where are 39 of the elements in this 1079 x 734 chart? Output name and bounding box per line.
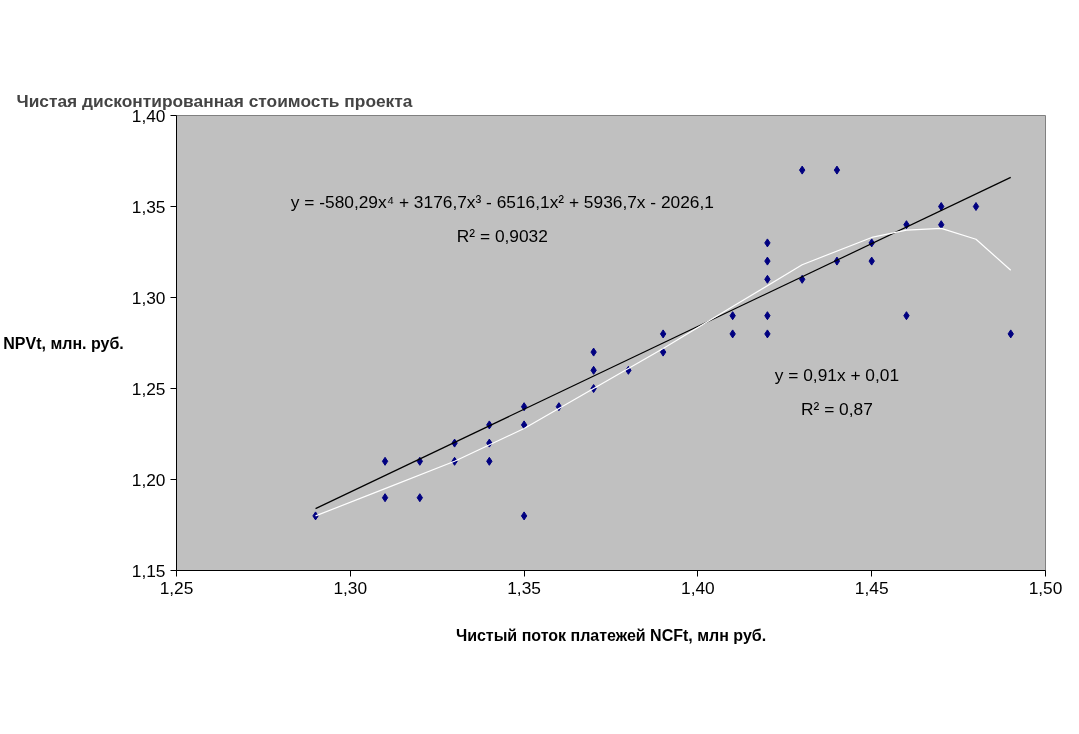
point (868, 256, 875, 266)
y-tick-label: 1,25 (131, 378, 166, 399)
annotation: R² = 0,9032 (456, 226, 548, 247)
y-tick-label: 1,35 (131, 196, 166, 217)
point (729, 329, 736, 339)
y-axis-title: NPVt, млн. руб. (3, 334, 124, 352)
point (486, 456, 493, 466)
y-tick-label: 1,20 (131, 469, 166, 490)
point (903, 311, 910, 321)
point (520, 511, 528, 521)
point (799, 165, 806, 175)
point (764, 274, 771, 284)
point (520, 420, 528, 430)
point (972, 202, 980, 211)
point (659, 329, 667, 339)
point (1007, 329, 1014, 339)
point (416, 493, 423, 503)
x-tick-label: 1,50 (1028, 577, 1063, 598)
y-tick-label: 1,30 (131, 287, 166, 308)
annotation: R² = 0,87 (801, 398, 873, 419)
x-axis-title: Чистый поток платежей NCFt, млн руб. (455, 626, 767, 644)
x-tick-label: 1,35 (507, 577, 541, 598)
point (764, 329, 771, 339)
annotation: y = 0,91x + 0,01 (774, 364, 900, 385)
x-tick-label: 1,40 (681, 577, 715, 598)
point (938, 202, 945, 211)
x-tick-label: 1,45 (854, 577, 889, 598)
point (381, 493, 389, 503)
point (833, 165, 841, 175)
point (729, 311, 736, 321)
annotation: y = -580,29x⁴ + 3176,7x³ - 6516,1x² + 5936,7x - 2026,1 (290, 191, 714, 212)
x-tick-label: 1,30 (333, 577, 368, 598)
point (381, 456, 389, 466)
point (659, 347, 667, 357)
point (764, 311, 771, 321)
point (590, 347, 597, 357)
point (764, 256, 771, 266)
point (590, 365, 597, 375)
point (764, 238, 771, 248)
